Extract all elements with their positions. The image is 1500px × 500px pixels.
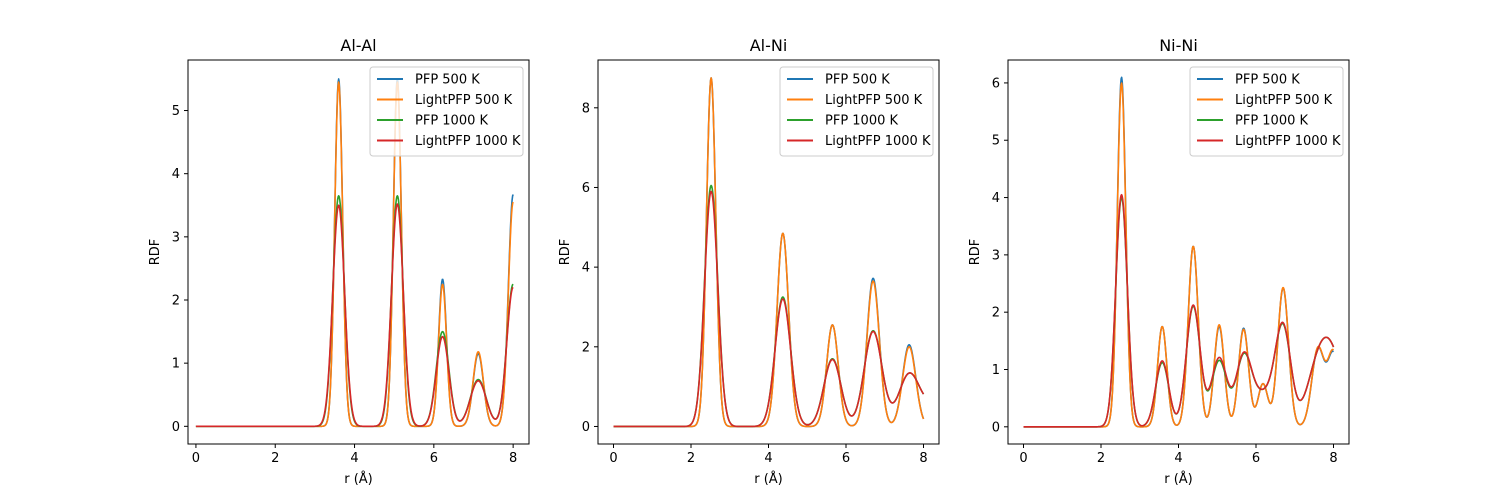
x-tick-label: 2 [1097,451,1105,466]
series-group [195,78,514,428]
y-tick-label: 5 [992,134,1000,149]
y-tick-label: 2 [992,306,1000,321]
panel-title: Al-Al [340,36,376,55]
chart-panel-2: 0 2 4 6 8 0 1 2 3 4 5 6 Ni-Ni r (Å) RDF PFP 500 K LightP… [968,36,1350,487]
y-tick-label: 0 [582,420,590,435]
axes-frame [187,59,530,445]
series-group [613,77,925,428]
legend-label: LightPFP 500 K [825,93,923,108]
panel-title: Al-Ni [750,36,788,55]
y-tick-label: 4 [582,261,590,276]
y-tick-label: 4 [172,167,180,182]
legend-label: LightPFP 500 K [1235,93,1333,108]
x-axis-label: r (Å) [754,471,783,487]
y-tick-label: 2 [582,340,590,355]
legend-label: PFP 500 K [415,73,480,88]
legend-label: PFP 1000 K [1235,114,1309,129]
legend-label: PFP 1000 K [415,114,489,129]
y-tick-label: 1 [992,363,1000,378]
x-tick-label: 2 [687,451,695,466]
legend-label: PFP 500 K [1235,73,1300,88]
series-line-3 [613,190,925,428]
y-tick-label: 6 [582,181,590,196]
legend-label: LightPFP 500 K [415,93,513,108]
x-axis-label: r (Å) [344,471,373,487]
y-tick-label: 5 [172,104,180,119]
legend-label: PFP 500 K [825,73,890,88]
y-axis-label: RDF [558,239,573,266]
legend-label: LightPFP 1000 K [1235,134,1341,149]
x-tick-label: 8 [509,451,517,466]
panel-title: Ni-Ni [1159,36,1198,55]
legend-label: PFP 1000 K [825,114,899,129]
series-line-3 [195,203,514,428]
y-tick-label: 0 [992,420,1000,435]
series-group [1023,76,1335,428]
legend: PFP 500 K LightPFP 500 K PFP 1000 K LightPF… [369,66,524,157]
x-tick-label: 0 [192,451,200,466]
x-tick-label: 8 [919,451,927,466]
y-axis-label: RDF [148,239,163,266]
x-tick-label: 2 [271,451,279,466]
x-tick-label: 0 [1019,451,1027,466]
x-tick-label: 6 [430,451,438,466]
series-line-2 [195,194,514,428]
y-tick-label: 0 [172,420,180,435]
y-tick-label: 4 [992,191,1000,206]
y-tick-label: 6 [992,76,1000,91]
y-tick-label: 8 [582,101,590,116]
x-axis-label: r (Å) [1164,471,1193,487]
y-axis-label: RDF [968,239,983,266]
x-tick-label: 4 [1174,451,1182,466]
x-tick-label: 8 [1329,451,1337,466]
y-tick-label: 1 [172,357,180,372]
legend-label: LightPFP 1000 K [415,134,521,149]
x-tick-label: 6 [842,451,850,466]
legend-box [369,66,524,157]
chart-panel-0: 0 2 4 6 8 0 1 2 3 4 5 Al-Al r (Å) RDF PFP 500 K LightPF… [148,36,530,487]
legend: PFP 500 K LightPFP 500 K PFP 1000 K LightPF… [1189,66,1344,157]
chart-panel-1: 0 2 4 6 8 0 2 4 6 8 Al-Ni r (Å) RDF PFP 500 K LightPFP… [558,36,940,487]
x-tick-label: 0 [609,451,617,466]
x-tick-label: 6 [1252,451,1260,466]
y-tick-label: 3 [992,248,1000,263]
legend: PFP 500 K LightPFP 500 K PFP 1000 K LightPF… [779,66,934,157]
y-tick-label: 3 [172,230,180,245]
legend-box [779,66,934,157]
series-line-3 [1023,193,1335,428]
y-tick-label: 2 [172,294,180,309]
x-tick-label: 4 [350,451,358,466]
legend-label: LightPFP 1000 K [825,134,931,149]
legend-box [1189,66,1344,157]
x-tick-label: 4 [764,451,772,466]
